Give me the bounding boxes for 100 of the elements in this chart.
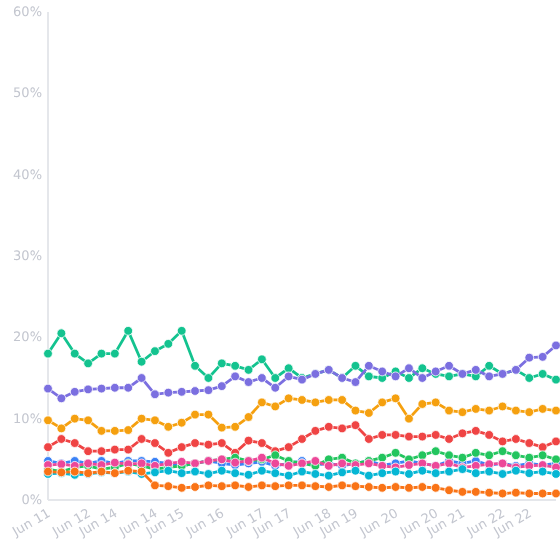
- point: [377, 468, 388, 478]
- point: [377, 483, 388, 493]
- point: [390, 393, 401, 404]
- point: [484, 450, 494, 461]
- point: [150, 389, 160, 400]
- point: [163, 422, 174, 432]
- point: [390, 448, 401, 458]
- point: [230, 480, 240, 491]
- point: [56, 393, 67, 404]
- point: [56, 434, 67, 444]
- point: [270, 450, 281, 461]
- point: [551, 436, 560, 447]
- point: [123, 444, 134, 455]
- point: [524, 452, 535, 463]
- point: [123, 382, 134, 393]
- point: [417, 399, 428, 409]
- point: [176, 387, 187, 397]
- point: [457, 428, 468, 439]
- point: [511, 487, 521, 498]
- point: [404, 413, 414, 424]
- point: [230, 422, 240, 432]
- point: [190, 361, 200, 371]
- point: [524, 407, 535, 417]
- point: [297, 434, 307, 444]
- point: [323, 395, 334, 405]
- point: [537, 450, 548, 461]
- point: [444, 371, 454, 382]
- point: [537, 488, 548, 499]
- point: [297, 395, 307, 405]
- point: [270, 373, 281, 383]
- point: [257, 354, 267, 365]
- point: [163, 339, 174, 349]
- point: [243, 365, 254, 375]
- point: [270, 481, 281, 491]
- point: [310, 397, 321, 408]
- point: [470, 404, 481, 414]
- point: [69, 438, 80, 448]
- point: [150, 415, 160, 426]
- point: [470, 426, 481, 436]
- point: [230, 468, 240, 478]
- point: [484, 430, 494, 440]
- point: [216, 381, 227, 391]
- point: [364, 361, 374, 371]
- point: [283, 442, 294, 452]
- point: [190, 409, 200, 420]
- point: [524, 488, 535, 499]
- point: [417, 363, 428, 374]
- point: [457, 407, 468, 417]
- point: [136, 356, 147, 367]
- point: [190, 386, 200, 396]
- point: [323, 422, 334, 432]
- point: [297, 480, 307, 491]
- point: [243, 482, 254, 492]
- point: [537, 369, 548, 379]
- point: [150, 480, 160, 491]
- point: [524, 373, 535, 383]
- point: [176, 417, 187, 428]
- point: [56, 423, 67, 434]
- point: [390, 371, 401, 382]
- point: [136, 373, 147, 383]
- point: [216, 422, 227, 433]
- point: [390, 430, 401, 440]
- point: [43, 348, 53, 359]
- point: [497, 469, 508, 479]
- point: [163, 481, 174, 491]
- point: [470, 487, 481, 497]
- point: [190, 438, 200, 448]
- point: [216, 481, 227, 491]
- point: [243, 435, 254, 446]
- point: [430, 430, 441, 440]
- point: [123, 425, 134, 435]
- point: [243, 469, 254, 480]
- point: [551, 405, 560, 416]
- point: [404, 363, 414, 374]
- point: [310, 481, 321, 491]
- point: [110, 426, 120, 436]
- point: [243, 412, 254, 422]
- point: [524, 352, 535, 363]
- point: [337, 467, 347, 478]
- point: [430, 397, 441, 408]
- point: [537, 442, 548, 452]
- point: [364, 408, 374, 418]
- point: [323, 470, 334, 481]
- point: [537, 404, 548, 414]
- point: [497, 401, 508, 412]
- point: [444, 361, 454, 371]
- point: [444, 485, 454, 496]
- point: [444, 450, 454, 461]
- point: [497, 446, 508, 456]
- point: [310, 426, 321, 436]
- point: [283, 480, 294, 491]
- point: [176, 326, 187, 336]
- point: [364, 434, 374, 444]
- point: [203, 439, 214, 450]
- point: [110, 444, 120, 455]
- point: [257, 465, 267, 476]
- point: [364, 371, 374, 382]
- point: [350, 465, 361, 476]
- point: [283, 470, 294, 481]
- point: [176, 456, 187, 467]
